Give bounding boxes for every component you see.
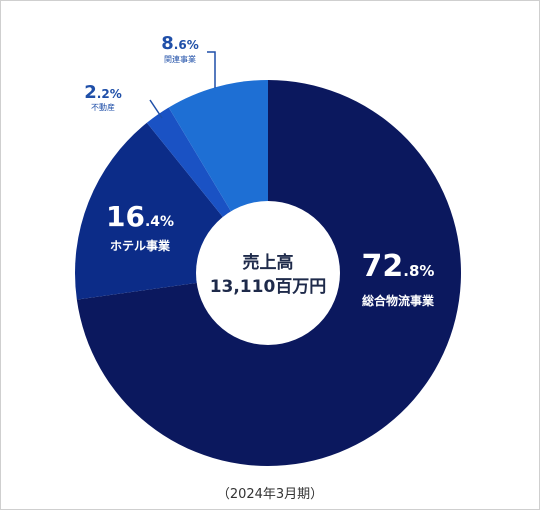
slice-percent-real-estate: 2.2%: [84, 82, 121, 103]
slice-labels: 72.8% 総合物流事業 16.4% ホテル事業 2.2%不動産 8.6%関連事業: [84, 33, 435, 308]
donut-hole: [196, 201, 340, 345]
center-title: 売上高: [243, 252, 294, 273]
slice-percent-hotel: 16.4%: [106, 200, 174, 233]
slice-name-hotel: ホテル事業: [110, 238, 171, 253]
fiscal-period-note: （2024年3月期）: [217, 487, 323, 502]
slice-name-logistics: 総合物流事業: [362, 293, 435, 308]
leader-line-related: [207, 51, 216, 88]
leader-line-real-estate: [149, 99, 163, 119]
slice-name-real-estate: 不動産: [91, 102, 115, 112]
center-value: 13,110百万円: [210, 277, 327, 297]
slice-name-related: 関連事業: [164, 54, 196, 64]
slice-percent-logistics: 72.8%: [362, 249, 435, 284]
slice-percent-related: 8.6%: [161, 33, 198, 54]
leader-lines: [149, 51, 216, 119]
